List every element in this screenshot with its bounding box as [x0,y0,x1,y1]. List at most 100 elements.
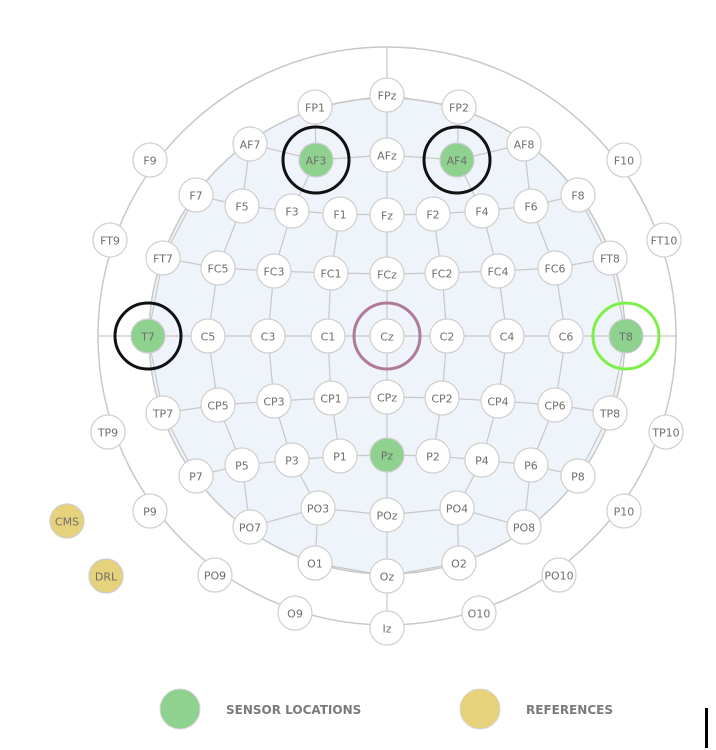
electrode-label: CP5 [207,400,228,413]
electrode-dot [415,196,451,232]
electrode-label: P7 [189,471,203,484]
electrode-label: CP1 [320,393,341,406]
electrode-dot [313,255,349,291]
electrode-dot [256,253,292,289]
electrode-label: P2 [426,451,440,464]
electrode-label: F6 [524,201,537,214]
electrode-label: F3 [285,206,298,219]
electrode-dot [88,558,124,594]
electrode-dot [506,126,542,162]
electrode-dot [513,447,549,483]
electrode-label: CP6 [544,400,565,413]
electrode-dot [49,503,85,539]
electrode-label: Cz [380,331,394,344]
electrode-label: F8 [571,190,584,203]
electrode-dot [232,126,268,162]
electrode-f10: F10 [606,142,642,178]
legend-sensor-swatch [159,688,201,730]
electrode-label: FT10 [651,235,678,248]
electrode-dot [322,196,358,232]
electrode-dot [369,137,405,173]
electrode-label: C2 [440,331,455,344]
electrode-label: TP9 [97,427,118,440]
electrode-po7: PO7 [232,509,268,545]
highlight-ring [352,301,422,371]
electrode-dot [369,256,405,292]
electrode-po3: PO3 [300,490,336,526]
electrode-dot [200,387,236,423]
electrode-fz: Fz [369,197,405,233]
electrode-af8: AF8 [506,126,542,162]
electrode-dot [277,595,313,631]
electrode-label: F4 [475,206,488,219]
electrode-label: C6 [559,331,574,344]
electrode-dot [297,545,333,581]
electrode-dot [297,89,333,125]
highlight-ring [113,301,183,371]
electrode-cp2: CP2 [424,380,460,416]
electrode-dot [369,197,405,233]
electrode-p3: P3 [274,442,310,478]
electrode-ft8: FT8 [592,240,628,276]
electrode-dot [224,188,260,224]
electrode-dot [424,380,460,416]
electrode-label: O1 [307,558,323,571]
electrode-label: P6 [524,460,538,473]
electrode-label: CPz [377,392,397,405]
electrode-label: Oz [380,571,395,584]
electrode-dot [369,497,405,533]
electrode-tp10: TP10 [648,414,684,450]
electrode-label: DRL [95,571,118,584]
electrode-c4: C4 [489,318,525,354]
electrode-label: P1 [333,451,347,464]
electrode-label: PO3 [307,503,329,516]
electrode-label: T7 [140,331,155,344]
electrode-label: FP1 [305,102,325,115]
electrode-dot [560,458,596,494]
electrode-dot [441,545,477,581]
electrode-nodes: FPz FP1 FP2 AF7 AF3 AFz AF4 AF8 F9 F10 F7 F5 F3 F1 Fz F… [49,77,684,646]
electrode-dot [310,318,346,354]
electrode-dot [441,89,477,125]
electrode-label: F9 [143,155,156,168]
electrode-p5: P5 [224,447,260,483]
electrode-dot [480,383,516,419]
highlight-ring [422,125,492,195]
electrode-dot [592,395,628,431]
electrode-label: FC6 [544,263,565,276]
electrode-dot [548,318,584,354]
electrode-dot [424,255,460,291]
electrode-label: FC2 [431,268,452,281]
electrode-dot [224,447,260,483]
electrode-dot [464,193,500,229]
electrode-label: Pz [381,450,394,463]
electrode-dot [369,77,405,113]
electrode-label: AF7 [240,139,261,152]
electrode-fcz: FCz [369,256,405,292]
electrode-label: CMS [55,516,79,529]
electrode-p2: P2 [415,438,451,474]
electrode-label: PO10 [544,570,573,583]
electrode-dot [256,383,292,419]
electrode-label: Fz [381,210,393,223]
electrode-label: POz [376,510,397,523]
electrode-tp7: TP7 [145,395,181,431]
electrode-label: P9 [143,506,157,519]
electrode-dot [537,250,573,286]
electrode-label: P8 [571,471,585,484]
electrode-dot [648,414,684,450]
electrode-label: FT7 [153,253,173,266]
electrode-label: C4 [500,331,515,344]
electrode-ft10: FT10 [646,222,682,258]
text-cursor [705,708,708,748]
electrode-f6: F6 [513,188,549,224]
electrode-f1: F1 [322,196,358,232]
electrode-f2: F2 [415,196,451,232]
electrode-dot [130,318,166,354]
electrode-af7: AF7 [232,126,268,162]
electrode-dot [439,490,475,526]
electrode-label: CP4 [487,396,508,409]
electrode-dot [200,250,236,286]
electrode-dot [313,380,349,416]
